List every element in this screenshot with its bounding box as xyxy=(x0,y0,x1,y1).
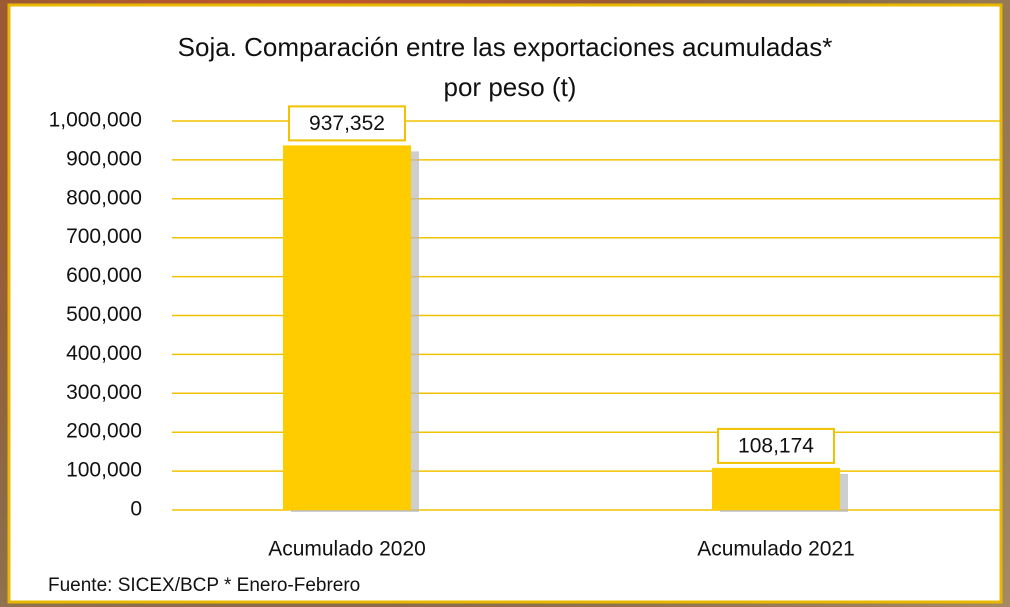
chart-title: por peso (t) xyxy=(444,72,577,102)
y-tick-label: 0 xyxy=(130,498,142,521)
y-tick-label: 600,000 xyxy=(66,264,142,287)
footnote: Fuente: SICEX/BCP * Enero-Febrero xyxy=(48,575,360,596)
y-tick-label: 200,000 xyxy=(66,420,142,443)
value-label-box xyxy=(288,105,406,142)
chart-title: Soja. Comparación entre las exportacione… xyxy=(178,32,833,62)
y-tick-label: 700,000 xyxy=(66,225,142,248)
x-tick-label: Acumulado 2021 xyxy=(697,538,855,561)
y-tick-label: 400,000 xyxy=(66,342,142,365)
y-tick-label: 500,000 xyxy=(66,303,142,326)
value-label: 937,352 xyxy=(309,112,385,135)
bar xyxy=(283,145,411,511)
value-label-box xyxy=(717,427,835,464)
y-tick-label: 300,000 xyxy=(66,381,142,404)
value-label: 108,174 xyxy=(738,434,814,457)
y-tick-label: 800,000 xyxy=(66,186,142,209)
y-tick-label: 100,000 xyxy=(66,459,142,482)
x-tick-label: Acumulado 2020 xyxy=(268,538,426,561)
y-tick-label: 1,000,000 xyxy=(49,109,142,132)
bar xyxy=(712,467,840,510)
y-tick-label: 900,000 xyxy=(66,147,142,170)
